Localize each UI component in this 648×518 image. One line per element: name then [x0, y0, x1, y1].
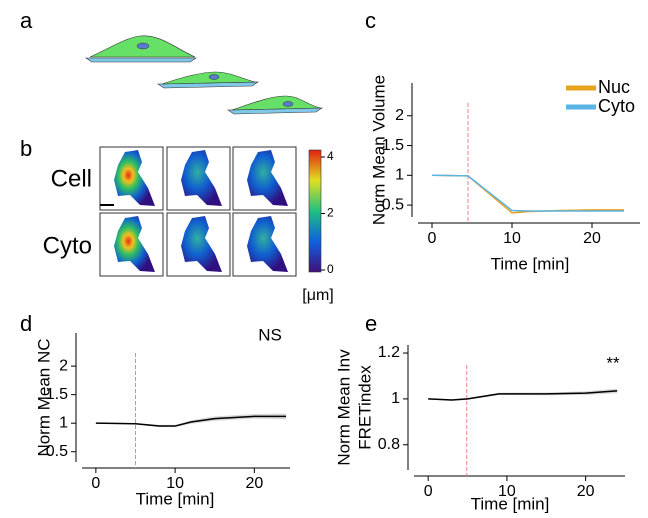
x-tick-label: 20 — [583, 230, 601, 247]
x-axis-label: Time [min] — [491, 254, 570, 273]
row-label: Cyto — [43, 232, 92, 259]
y-tick-label: 1.5 — [382, 137, 404, 154]
x-axis-label: Time [min] — [136, 489, 215, 508]
y-axis-label: FRETindex — [355, 365, 374, 450]
y-tick-label: 1 — [391, 390, 400, 407]
x-tick-label: 0 — [424, 483, 433, 500]
panel-label: c — [365, 8, 376, 33]
y-tick-label: 1.5 — [46, 386, 68, 403]
annotation: NS — [258, 325, 282, 344]
colorbar-tick-label: 0 — [327, 262, 334, 276]
x-tick-label: 10 — [166, 475, 184, 492]
x-tick-label: 10 — [498, 483, 516, 500]
x-tick-label: 20 — [245, 475, 263, 492]
x-tick-label: 10 — [503, 230, 521, 247]
cell-images — [99, 146, 322, 277]
panel-label: e — [365, 311, 377, 336]
colorbar-label: [μm] — [302, 287, 333, 304]
y-axis-label: Norm Mean NC — [34, 338, 53, 456]
y-tick-label: 0.8 — [378, 436, 400, 453]
error-band — [95, 413, 287, 428]
y-tick-label: 2 — [59, 357, 68, 374]
cell-illustration — [85, 35, 324, 115]
row-label: Cell — [51, 165, 92, 192]
colorbar-tick-label: 4 — [327, 149, 334, 163]
series-line — [431, 174, 624, 214]
y-tick-label: 0.5 — [46, 443, 68, 460]
y-tick-label: 1 — [59, 414, 68, 431]
x-tick-label: 20 — [577, 483, 595, 500]
colorbar-tick-label: 2 — [327, 206, 334, 220]
y-tick-label: 2 — [395, 107, 404, 124]
panel-label: b — [20, 136, 32, 161]
panel-label: d — [20, 311, 32, 336]
y-tick-label: 0.5 — [382, 196, 404, 213]
legend-label: Cyto — [598, 96, 635, 116]
y-tick-label: 1 — [395, 167, 404, 184]
x-axis-label: Time [min] — [471, 494, 550, 513]
annotation: ** — [606, 353, 620, 372]
x-tick-label: 0 — [91, 475, 100, 492]
series-line — [428, 390, 618, 401]
panel-label: a — [20, 8, 33, 33]
legend-label: Nuc — [598, 77, 630, 97]
y-tick-label: 1.2 — [378, 344, 400, 361]
y-axis-label: Norm Mean Inv — [334, 349, 353, 466]
series-line — [95, 415, 287, 427]
series-line — [431, 174, 624, 212]
y-axis-label: Norm Mean Volume — [369, 75, 388, 225]
x-tick-label: 0 — [428, 230, 437, 247]
error-band — [428, 388, 618, 401]
